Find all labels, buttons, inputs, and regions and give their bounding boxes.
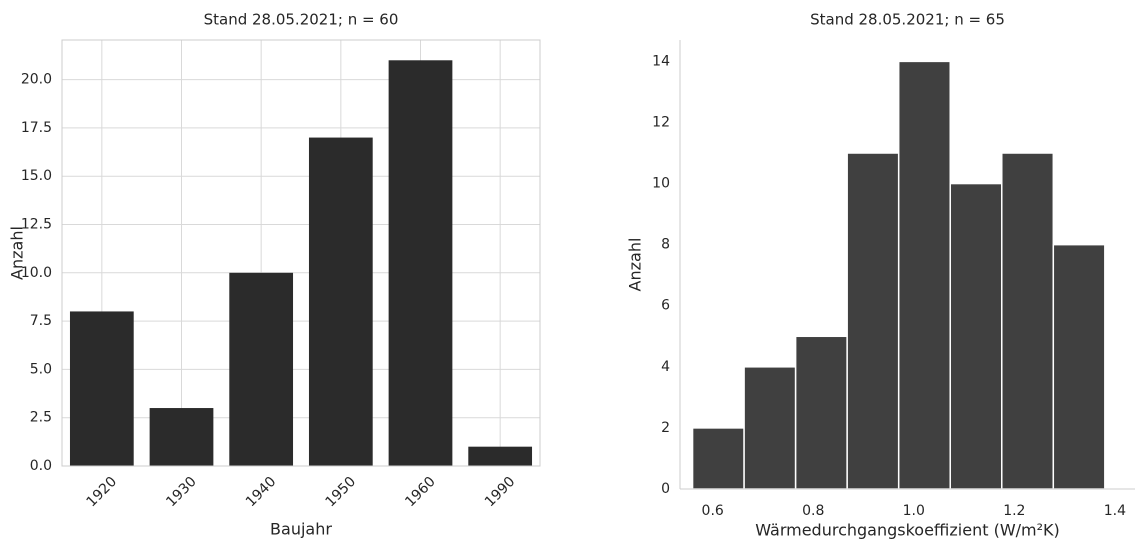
y-tick-label: 14 (652, 53, 670, 69)
x-tick-label: 1920 (84, 474, 121, 511)
y-tick-label: 15.0 (21, 168, 52, 184)
y-tick-label: 8 (661, 237, 670, 253)
bar (229, 272, 294, 466)
bar (468, 446, 533, 466)
histogram-bar (1052, 243, 1106, 490)
x-tick-label: 1940 (243, 474, 280, 511)
y-tick-label: 5.0 (30, 361, 52, 377)
chart-title: Stand 28.05.2021; n = 65 (810, 11, 1005, 29)
x-tick-label: 1950 (323, 474, 360, 511)
y-tick-label: 6 (661, 298, 670, 314)
y-tick-label: 4 (661, 359, 670, 375)
y-tick-label: 10.0 (21, 265, 52, 281)
y-tick-label: 20.0 (21, 72, 52, 88)
y-tick-label: 17.5 (21, 120, 52, 136)
y-tick-label: 7.5 (30, 313, 52, 329)
y-axis-label: Anzahl (626, 238, 645, 292)
bar (388, 60, 453, 467)
x-tick-label: 1.4 (1104, 503, 1126, 519)
y-tick-label: 12 (652, 114, 670, 130)
x-tick-label: 1960 (402, 474, 439, 511)
bar (69, 311, 134, 466)
y-tick-label: 12.5 (21, 217, 52, 233)
bar (308, 137, 373, 466)
histogram-bar (691, 427, 745, 490)
histogram-bar (846, 152, 900, 490)
x-tick-label: 1990 (482, 474, 519, 511)
histogram-bar (897, 60, 951, 490)
histogram-bar (743, 366, 797, 490)
histogram-bar (1001, 152, 1055, 490)
x-tick-label: 0.8 (802, 503, 824, 519)
y-tick-label: 0 (661, 481, 670, 497)
x-axis-label: Wärmedurchgangskoeffizient (W/m²K) (755, 521, 1060, 540)
y-axis-label: Anzahl (8, 226, 27, 280)
histogram-bar (949, 182, 1003, 490)
y-tick-label: 2.5 (30, 410, 52, 426)
x-tick-label: 1.2 (1003, 503, 1025, 519)
plot-frame (61, 39, 541, 467)
y-tick-label: 0.0 (30, 458, 52, 474)
x-axis-label: Baujahr (270, 520, 332, 539)
y-tick-label: 2 (661, 420, 670, 436)
x-tick-label: 1930 (163, 474, 200, 511)
chart-title: Stand 28.05.2021; n = 60 (204, 11, 399, 29)
histogram-bar (794, 335, 848, 490)
bar (149, 408, 214, 466)
y-tick-label: 10 (652, 176, 670, 192)
x-tick-label: 0.6 (702, 503, 724, 519)
x-tick-label: 1.0 (903, 503, 925, 519)
